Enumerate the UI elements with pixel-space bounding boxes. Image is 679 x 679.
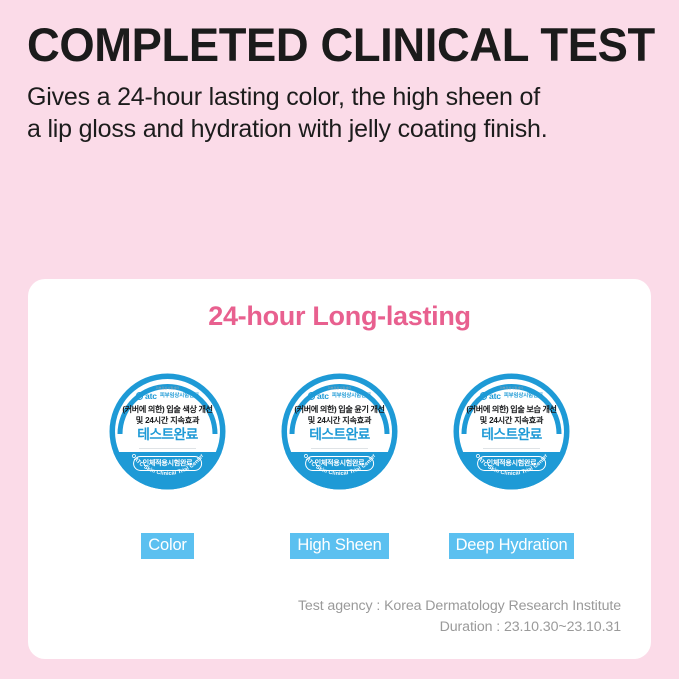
- badge-cell: Deep Hydration: [448, 533, 575, 559]
- footer-test-agency: Test agency : Korea Dermatology Research…: [297, 598, 621, 614]
- subtitle-block: Gives a 24-hour lasting color, the high …: [27, 81, 657, 145]
- badges-row: Color High Sheen Deep Hydration: [28, 533, 651, 559]
- seal-graphic: OATC Skin Clinical Trial Center: [109, 373, 226, 490]
- seal-block-high-sheen: OATC Skin Clinical Trial Center 피부임상시험센터…: [279, 372, 400, 491]
- badge-high-sheen: High Sheen: [290, 533, 389, 559]
- seal-block-deep-hydration: OATC Skin Clinical Trial Center 피부임상시험센터…: [451, 372, 572, 491]
- seals-row: OATC Skin Clinical Trial Center 피부임상시험센터…: [28, 372, 651, 491]
- header-block: COMPLETED CLINICAL TEST Gives a 24-hour …: [27, 18, 657, 145]
- footer-duration: Duration : 23.10.30~23.10.31: [439, 619, 621, 635]
- seal-graphic: OATC Skin Clinical Trial Center: [453, 373, 570, 490]
- clinical-test-card: 24-hour Long-lasting: [28, 279, 651, 659]
- seal-graphic: OATC Skin Clinical Trial Center: [281, 373, 398, 490]
- card-footer: Test agency : Korea Dermatology Research…: [298, 596, 621, 638]
- certification-seal: OATC Skin Clinical Trial Center 피부임상시험센터…: [280, 372, 399, 491]
- badge-deep-hydration: Deep Hydration: [448, 533, 575, 559]
- card-title: 24-hour Long-lasting: [208, 301, 471, 331]
- badge-color: Color: [141, 533, 194, 559]
- page-title: COMPLETED CLINICAL TEST: [27, 18, 655, 71]
- seal-block-color: OATC Skin Clinical Trial Center 피부임상시험센터…: [107, 372, 228, 491]
- subtitle-line-1: Gives a 24-hour lasting color, the high …: [27, 83, 540, 111]
- badge-cell: High Sheen: [279, 533, 400, 559]
- subtitle-line-2: a lip gloss and hydration with jelly coa…: [27, 115, 548, 143]
- certification-seal: OATC Skin Clinical Trial Center 피부임상시험센터…: [108, 372, 227, 491]
- certification-seal: OATC Skin Clinical Trial Center 피부임상시험센터…: [452, 372, 571, 491]
- badge-cell: Color: [107, 533, 228, 559]
